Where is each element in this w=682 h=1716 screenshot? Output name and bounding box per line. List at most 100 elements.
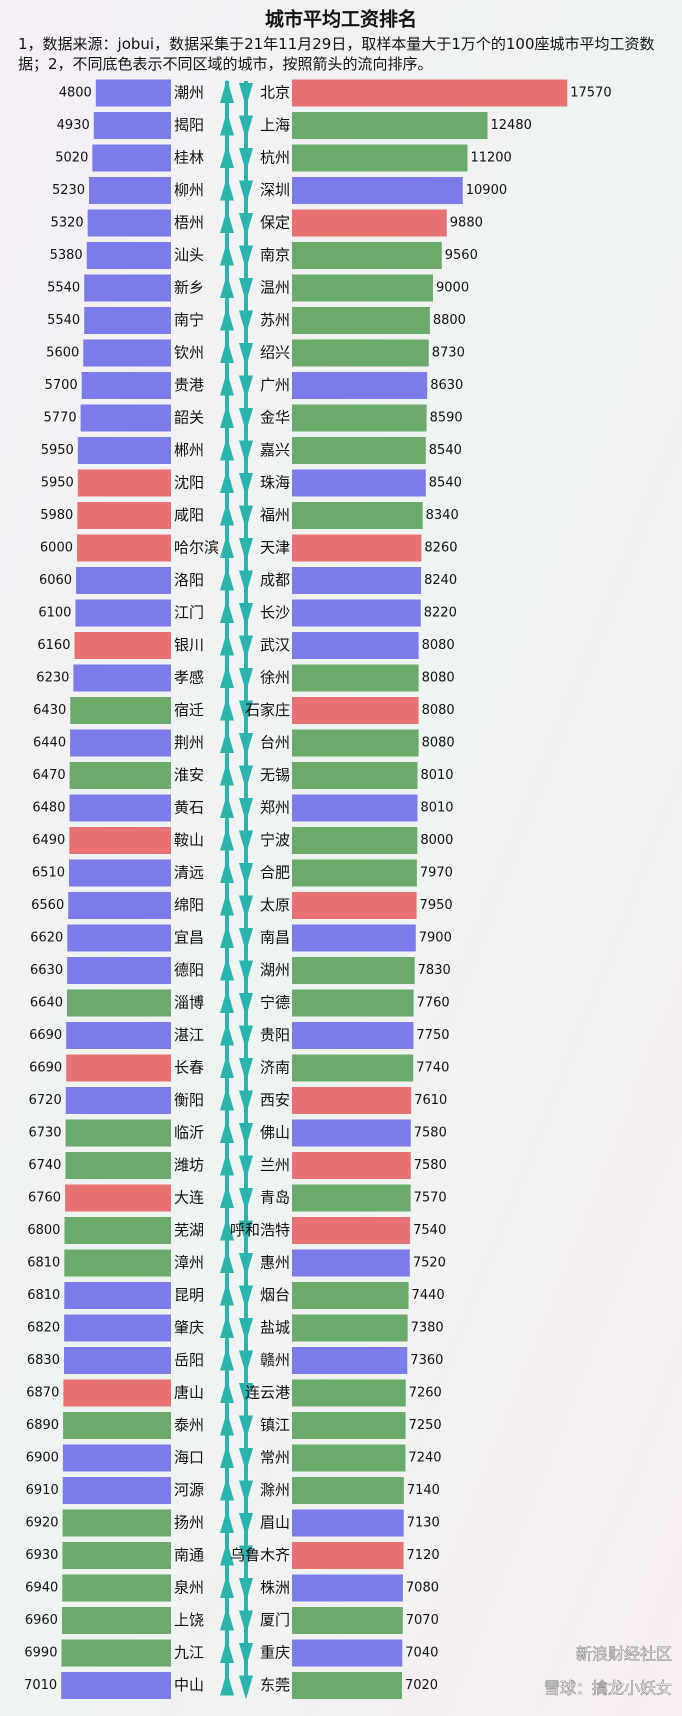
city-label: 泉州 <box>174 1579 204 1597</box>
value-label: 8010 <box>420 768 453 783</box>
city-label: 钦州 <box>174 344 204 362</box>
value-label: 6760 <box>28 1191 61 1206</box>
value-label: 5950 <box>41 476 74 491</box>
value-label: 7610 <box>414 1093 447 1108</box>
bar <box>65 1184 171 1212</box>
bar <box>64 1217 171 1244</box>
bar <box>292 762 418 789</box>
value-label: 7580 <box>414 1126 447 1141</box>
value-label: 5020 <box>55 151 88 166</box>
city-label: 荆州 <box>174 734 204 752</box>
city-label: 西安 <box>260 1091 290 1109</box>
bar <box>292 437 426 464</box>
city-label: 湛江 <box>174 1026 204 1044</box>
city-label: 德阳 <box>174 961 204 979</box>
bar <box>292 599 421 627</box>
city-label: 河源 <box>174 1481 204 1499</box>
bar <box>292 1412 406 1439</box>
city-label: 哈尔滨 <box>174 539 219 557</box>
value-label: 6820 <box>27 1321 60 1336</box>
city-label: 乌鲁木齐 <box>230 1546 290 1564</box>
city-label: 九江 <box>174 1644 204 1662</box>
bar <box>70 697 171 724</box>
bar <box>292 632 419 659</box>
city-label: 新乡 <box>174 279 204 297</box>
city-label: 株洲 <box>260 1579 290 1597</box>
city-label: 宁德 <box>260 994 290 1012</box>
bar <box>292 339 429 367</box>
value-label: 6900 <box>26 1451 59 1466</box>
bar <box>292 957 415 984</box>
value-label: 6490 <box>32 833 65 848</box>
bar <box>292 209 447 237</box>
value-label: 8080 <box>422 703 455 718</box>
city-label: 上海 <box>260 116 290 134</box>
city-label: 沈阳 <box>174 474 204 492</box>
city-label: 芜湖 <box>174 1221 204 1239</box>
value-label: 6430 <box>33 703 66 718</box>
bar <box>292 1054 414 1082</box>
bar <box>292 112 488 139</box>
city-label: 台州 <box>260 734 290 752</box>
value-label: 6990 <box>24 1646 57 1661</box>
bar <box>61 1639 171 1667</box>
value-label: 6890 <box>26 1418 59 1433</box>
value-label: 8240 <box>424 573 457 588</box>
value-label: 7970 <box>420 866 453 881</box>
value-label: 8540 <box>429 443 462 458</box>
city-label: 东莞 <box>260 1676 290 1694</box>
city-label: 眉山 <box>260 1514 290 1532</box>
value-label: 6160 <box>37 638 70 653</box>
bar <box>81 372 171 399</box>
bar <box>77 437 171 464</box>
bar <box>63 1412 171 1439</box>
bar <box>292 1347 408 1374</box>
city-label: 昆明 <box>174 1286 204 1304</box>
bar <box>77 502 171 529</box>
value-label: 7010 <box>24 1678 57 1693</box>
bar <box>292 1282 409 1309</box>
bar <box>292 502 423 529</box>
value-label: 7360 <box>410 1353 443 1368</box>
city-label: 清远 <box>174 864 204 882</box>
bar <box>292 1119 411 1147</box>
value-label: 6940 <box>25 1581 58 1596</box>
city-label: 上饶 <box>174 1611 204 1629</box>
value-label: 12480 <box>491 118 532 133</box>
bar <box>66 1054 171 1082</box>
bar <box>292 794 418 822</box>
value-label: 6560 <box>31 898 64 913</box>
bar <box>292 989 414 1017</box>
value-label: 6630 <box>30 963 63 978</box>
city-label: 济南 <box>260 1059 290 1077</box>
bar <box>292 1022 414 1049</box>
bar <box>61 1607 171 1634</box>
bar <box>292 1444 406 1472</box>
city-label: 潮州 <box>174 84 204 102</box>
city-label: 鞍山 <box>174 831 204 849</box>
value-label: 7760 <box>417 996 450 1011</box>
city-label: 重庆 <box>260 1644 290 1662</box>
city-label: 绵阳 <box>174 896 204 914</box>
city-label: 南宁 <box>174 311 204 329</box>
bar <box>89 177 171 204</box>
value-label: 10900 <box>466 183 507 198</box>
bar <box>62 1477 171 1504</box>
value-label: 6800 <box>27 1223 60 1238</box>
bar <box>292 1217 411 1244</box>
value-label: 5600 <box>46 346 79 361</box>
value-label: 7750 <box>416 1028 449 1043</box>
city-label: 岳阳 <box>174 1351 204 1369</box>
city-label: 扬州 <box>174 1514 204 1532</box>
value-label: 8260 <box>424 541 457 556</box>
value-label: 7520 <box>413 1256 446 1271</box>
bar <box>292 859 417 887</box>
bar <box>61 1672 171 1699</box>
bar <box>93 112 171 139</box>
value-label: 6060 <box>39 573 72 588</box>
value-label: 6960 <box>25 1613 58 1628</box>
bar <box>292 1509 404 1537</box>
bar <box>292 1314 408 1342</box>
bar <box>95 79 171 107</box>
